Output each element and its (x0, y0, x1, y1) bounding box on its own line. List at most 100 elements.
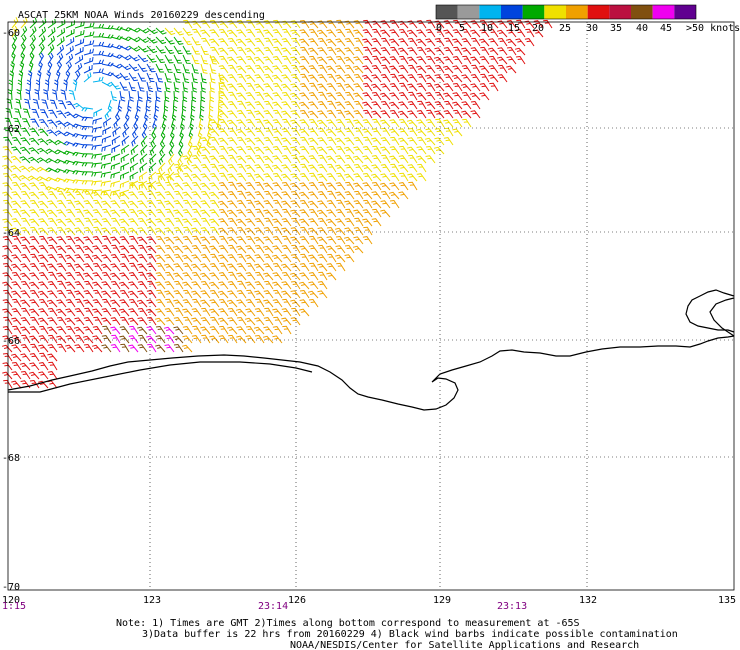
wind-barb (424, 137, 436, 146)
wind-barb (55, 120, 67, 128)
wind-barb (113, 117, 121, 129)
wind-barb (1, 164, 13, 173)
wind-barb (47, 290, 58, 299)
wind-barb (20, 236, 31, 245)
wind-barb (336, 19, 346, 29)
wind-barb (272, 101, 283, 110)
wind-barb (191, 36, 201, 46)
wind-barb (63, 150, 76, 156)
wind-barb (372, 118, 382, 128)
wind-barb (425, 92, 436, 101)
wind-barb (63, 131, 76, 137)
wind-barb (452, 65, 463, 74)
wind-barb (146, 200, 157, 209)
wind-barb (60, 89, 67, 101)
wind-barb (83, 317, 94, 326)
wind-barb (55, 70, 61, 83)
wind-barb (245, 245, 256, 254)
wind-barb (353, 56, 364, 65)
wind-barb (201, 334, 211, 344)
wind-barb (155, 325, 166, 335)
wind-barb (8, 79, 13, 92)
wind-barb (415, 128, 427, 137)
wind-barb (147, 343, 157, 353)
wind-barb (74, 290, 85, 299)
wind-barb (47, 217, 58, 227)
wind-barb (192, 325, 202, 335)
wind-barb (137, 191, 148, 200)
wind-barb (371, 200, 382, 209)
wind-barb (11, 245, 22, 254)
wind-barb (299, 209, 310, 218)
wind-barb (218, 254, 229, 263)
wind-barb (407, 83, 418, 92)
wind-barb (363, 199, 373, 209)
wind-barb (110, 254, 121, 263)
wind-barb (228, 271, 238, 281)
wind-barb (199, 108, 204, 121)
wind-barb (10, 353, 22, 362)
wind-barb (254, 110, 265, 119)
wind-barb (253, 326, 265, 335)
wind-barb (344, 47, 355, 56)
wind-barb (344, 64, 355, 74)
wind-barb (272, 262, 283, 272)
wind-barb (210, 136, 220, 146)
wind-barb (245, 101, 256, 110)
wind-barb (362, 191, 373, 200)
wind-barb (209, 155, 220, 164)
wind-barb (228, 244, 238, 254)
wind-barb (92, 245, 103, 254)
wind-barb (20, 209, 31, 218)
wind-barb (254, 64, 265, 74)
wind-barb (111, 144, 121, 154)
legend-label-5: 5 (459, 23, 465, 34)
wind-barb (443, 56, 454, 65)
wind-barb (66, 262, 76, 272)
wind-barb (227, 236, 238, 245)
wind-barb (335, 245, 346, 254)
wind-barb (65, 308, 76, 317)
wind-barb (272, 92, 283, 101)
wind-barb (434, 38, 445, 47)
wind-barb (81, 135, 94, 140)
wind-barb (245, 218, 256, 227)
wind-barb (137, 254, 148, 263)
wind-barb (209, 29, 220, 38)
wind-barb (37, 380, 49, 389)
wind-barb (155, 281, 166, 290)
wind-barb (155, 72, 164, 83)
wind-barb (236, 335, 247, 344)
note-line-3: NOAA/NESDIS/Center for Satellite Applica… (290, 640, 639, 650)
wind-barb (228, 91, 238, 101)
wind-barb (362, 56, 373, 65)
wind-barb (31, 108, 40, 119)
wind-barb (299, 128, 310, 137)
wind-barb (63, 159, 76, 165)
time-label-2: 23:13 (497, 601, 527, 612)
wind-barb (308, 245, 319, 254)
wind-barb (36, 176, 49, 182)
wind-barb (245, 38, 256, 47)
wind-barb (120, 153, 130, 163)
wind-barb (381, 154, 391, 164)
wind-barb (54, 79, 59, 92)
wind-barb (65, 299, 76, 308)
wind-barb (344, 154, 355, 164)
wind-barb (299, 38, 310, 47)
wind-barb (218, 227, 229, 236)
wind-barb (417, 73, 427, 83)
wind-barb (74, 55, 84, 65)
wind-barb (101, 308, 112, 317)
wind-barb (389, 19, 400, 29)
wind-barb (245, 128, 256, 137)
wind-barb (389, 83, 400, 92)
wind-barb (200, 81, 207, 93)
wind-barb (452, 82, 463, 92)
wind-barb (101, 135, 112, 144)
wind-barb (146, 209, 157, 218)
wind-barb (75, 298, 85, 308)
wind-barb (201, 244, 211, 254)
wind-barb (164, 254, 175, 263)
wind-barb (417, 163, 427, 173)
